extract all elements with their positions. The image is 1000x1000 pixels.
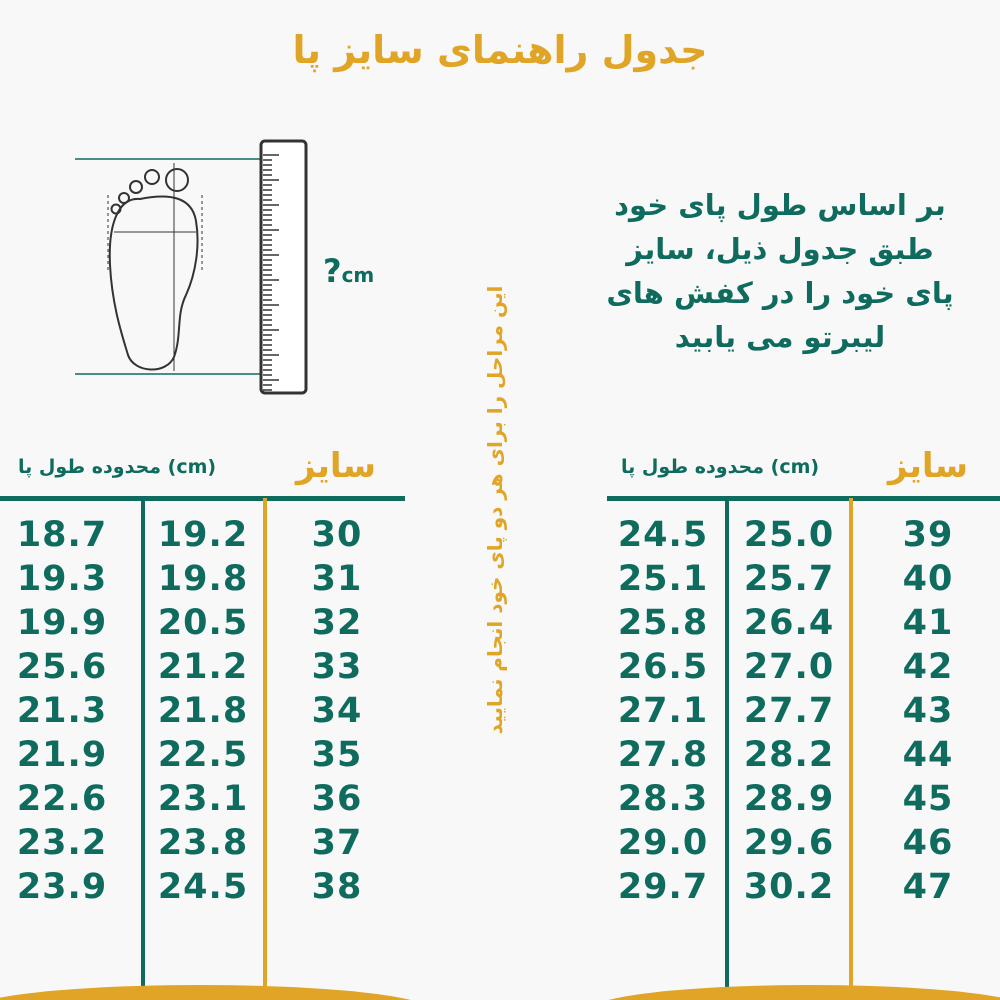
size-header: سایز: [296, 446, 377, 486]
foot-icon: [107, 163, 203, 371]
size-cell: 38: [311, 867, 363, 907]
range-min-cell: 29.7: [617, 867, 709, 907]
size-cell: 39: [902, 515, 954, 555]
range-max-cell: 28.2: [743, 735, 835, 775]
range-min-cell: 26.5: [617, 647, 709, 687]
range-min-cell: 23.9: [16, 867, 108, 907]
size-cell: 46: [902, 823, 954, 863]
range-max-cell: 19.8: [157, 559, 249, 599]
intro-line: بر اساس طول پای خود: [614, 188, 946, 222]
measure-guide-lines: [75, 158, 265, 375]
range-min-cell: 22.6: [16, 779, 108, 819]
range-max-cell: 21.8: [157, 691, 249, 731]
range-min-cell: 29.0: [617, 823, 709, 863]
size-table-right: سایز (cm) محدوده طول پا 24.5 25.0 39 25.1 25…: [605, 440, 1000, 1000]
range-max-cell: 21.2: [157, 647, 249, 687]
unit-label: cm: [341, 263, 375, 287]
size-cell: 41: [902, 603, 954, 643]
range-max-cell: 27.0: [743, 647, 835, 687]
size-cell: 47: [902, 867, 954, 907]
range-max-cell: 23.1: [157, 779, 249, 819]
size-cell: 37: [311, 823, 363, 863]
range-max-cell: 26.4: [743, 603, 835, 643]
size-table-left: سایز (cm) محدوده طول پا 18.7 19.2 30 19.3 19…: [0, 440, 410, 1000]
size-cell: 42: [902, 647, 954, 687]
column-divider: [263, 498, 267, 988]
range-min-cell: 21.9: [16, 735, 108, 775]
range-max-cell: 23.8: [157, 823, 249, 863]
range-header: (cm) محدوده طول پا: [621, 456, 820, 478]
range-max-cell: 22.5: [157, 735, 249, 775]
range-max-cell: 30.2: [743, 867, 835, 907]
range-min-cell: 18.7: [16, 515, 108, 555]
range-max-cell: 29.6: [743, 823, 835, 863]
size-cell: 31: [311, 559, 363, 599]
page-title: جدول راهنمای سایز پا: [292, 28, 708, 72]
range-min-cell: 24.5: [617, 515, 709, 555]
range-header: (cm) محدوده طول پا: [18, 456, 217, 478]
range-max-cell: 25.7: [743, 559, 835, 599]
question-mark: ?: [323, 252, 342, 290]
intro-line: طبق جدول ذیل، سایز: [626, 232, 934, 266]
column-divider: [849, 498, 853, 988]
size-cell: 32: [311, 603, 363, 643]
range-max-cell: 24.5: [157, 867, 249, 907]
range-min-cell: 25.8: [617, 603, 709, 643]
range-min-cell: 23.2: [16, 823, 108, 863]
size-cell: 35: [311, 735, 363, 775]
intro-line: پای خود را در کفش های: [606, 276, 954, 310]
header-divider: [0, 496, 405, 501]
range-min-cell: 27.1: [617, 691, 709, 731]
column-divider: [141, 498, 145, 988]
range-max-cell: 20.5: [157, 603, 249, 643]
size-cell: 40: [902, 559, 954, 599]
size-cell: 43: [902, 691, 954, 731]
size-cell: 44: [902, 735, 954, 775]
size-cell: 33: [311, 647, 363, 687]
range-min-cell: 25.1: [617, 559, 709, 599]
range-min-cell: 28.3: [617, 779, 709, 819]
header-divider: [607, 496, 1000, 501]
range-min-cell: 21.3: [16, 691, 108, 731]
size-cell: 36: [311, 779, 363, 819]
range-max-cell: 28.9: [743, 779, 835, 819]
measure-label: ?cm: [323, 252, 374, 290]
intro-line: لیبرتو می یابید: [674, 320, 886, 354]
range-max-cell: 19.2: [157, 515, 249, 555]
range-max-cell: 25.0: [743, 515, 835, 555]
column-divider: [725, 498, 729, 988]
foot-ruler-illustration: [75, 139, 308, 395]
ruler-icon: [259, 139, 308, 395]
range-min-cell: 27.8: [617, 735, 709, 775]
vertical-note: این مراحل را برای هر دو پای خود انجام نم…: [483, 285, 507, 735]
range-max-cell: 27.7: [743, 691, 835, 731]
intro-text: بر اساس طول پای خود طبق جدول ذیل، سایز پ…: [600, 183, 960, 359]
range-min-cell: 19.3: [16, 559, 108, 599]
size-cell: 45: [902, 779, 954, 819]
size-header: سایز: [888, 446, 969, 486]
size-cell: 30: [311, 515, 363, 555]
range-min-cell: 19.9: [16, 603, 108, 643]
range-min-cell: 25.6: [16, 647, 108, 687]
decorative-arcs: [0, 985, 1000, 1000]
size-cell: 34: [311, 691, 363, 731]
